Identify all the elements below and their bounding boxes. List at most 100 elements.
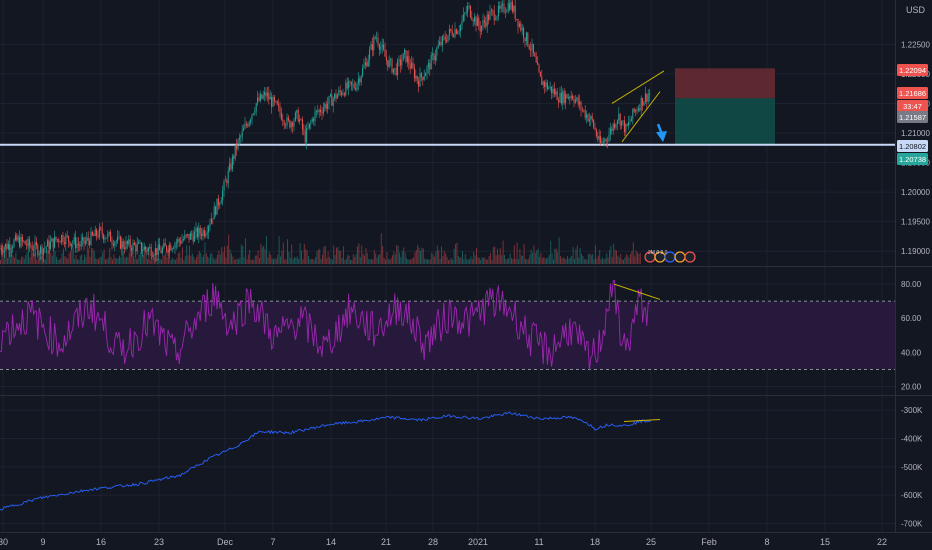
candle-body (350, 81, 352, 85)
candle-body (531, 43, 533, 51)
volume-bar (210, 253, 211, 264)
candle-body (229, 163, 231, 171)
candle-body (33, 250, 35, 251)
volume-bar (68, 253, 70, 264)
volume-bar (424, 258, 426, 264)
volume-bar (421, 247, 423, 264)
time-tick-label: 18 (590, 537, 600, 547)
candle-body (94, 229, 96, 236)
candle-body (21, 236, 23, 242)
volume-bar (253, 259, 255, 264)
candle-body (136, 243, 138, 252)
volume-bar (282, 242, 284, 264)
volume-bar (483, 257, 484, 264)
obv-divergence-line (623, 419, 661, 422)
currency-label[interactable]: USD (906, 5, 926, 15)
volume-bar (23, 258, 25, 264)
candle-body (27, 238, 29, 246)
volume-bar (637, 252, 638, 264)
volume-bar (310, 259, 312, 264)
candle-body (100, 227, 102, 229)
candle-body (328, 96, 330, 104)
wedge-trendline[interactable] (611, 70, 665, 104)
candle-body (240, 136, 242, 138)
volume-bar (347, 254, 349, 264)
volume-bar (95, 258, 97, 264)
candle-body (7, 243, 9, 249)
candle-body (530, 49, 532, 51)
candle-body (551, 86, 553, 94)
candle-body (437, 44, 439, 49)
volume-bar (414, 252, 416, 264)
candle-body (481, 25, 483, 32)
candle-body (572, 95, 574, 100)
volume-bar (130, 252, 132, 264)
candle-body (538, 64, 540, 72)
candle-body (364, 62, 366, 66)
volume-bar (351, 259, 353, 264)
take-profit-zone[interactable] (675, 98, 775, 145)
time-axis[interactable]: 30 9 16 23 Dec 7 14 21 28 2021 11 18 25 Feb 8 15 22 (0, 537, 887, 547)
candle-body (615, 123, 617, 128)
volume-bar (513, 244, 515, 264)
volume-bar (428, 259, 430, 264)
volume-bar (92, 248, 94, 264)
volume-bar (85, 257, 87, 264)
price-tick-label: 1.20000 (901, 188, 930, 197)
candle-body (111, 241, 113, 244)
volume-bar (177, 253, 179, 264)
volume-bar (0, 260, 1, 264)
candle-body (644, 93, 646, 102)
volume-bar (618, 257, 620, 264)
volume-bar (173, 259, 175, 264)
price-tick-label: 1.19000 (901, 247, 930, 256)
candle-body (147, 248, 149, 252)
candle-body (581, 109, 583, 111)
candle-body (646, 93, 648, 102)
wedge-trendline[interactable] (621, 91, 661, 143)
volume-bar (288, 251, 290, 264)
economic-event-icon[interactable] (674, 251, 686, 263)
event-markers[interactable]: 2M 0 2 0 (644, 250, 696, 263)
volume-bar (296, 256, 298, 264)
volume-bar (208, 258, 210, 264)
short-position-tool[interactable] (675, 68, 775, 145)
volume-bar (309, 259, 311, 264)
economic-event-icon[interactable] (684, 251, 696, 263)
candle-body (55, 236, 57, 241)
candle-body (402, 53, 404, 62)
candle-body (486, 14, 488, 27)
candle-body (188, 234, 190, 240)
candle-body (205, 234, 207, 237)
down-arrow-icon[interactable] (656, 131, 667, 143)
candle-body (385, 56, 387, 61)
candle-body (72, 242, 74, 244)
candle-body (210, 218, 212, 224)
candle-body (131, 247, 133, 251)
volume-bar (99, 257, 101, 264)
volume-bar (284, 259, 286, 264)
candle-body (276, 101, 278, 105)
candle-body (607, 140, 609, 142)
volume-bar (271, 258, 273, 264)
volume-bar (57, 259, 59, 264)
volume-bar (196, 257, 197, 264)
candle-body (248, 121, 250, 127)
candle-body (142, 249, 144, 251)
candle-body (352, 84, 354, 85)
volume-bar (361, 245, 363, 264)
volume-bar (614, 249, 616, 264)
candle-body (640, 97, 642, 111)
candle-body (62, 235, 64, 243)
volume-bar (138, 254, 140, 264)
volume-bar (343, 246, 344, 264)
price-tag (897, 100, 928, 112)
volume-bar (140, 252, 141, 264)
drawing-tools[interactable] (611, 70, 667, 143)
stop-loss-zone[interactable] (675, 68, 775, 99)
candle-body (264, 92, 266, 96)
volume-histogram (0, 233, 641, 264)
volume-bar (322, 254, 323, 264)
volume-bar (295, 257, 297, 264)
